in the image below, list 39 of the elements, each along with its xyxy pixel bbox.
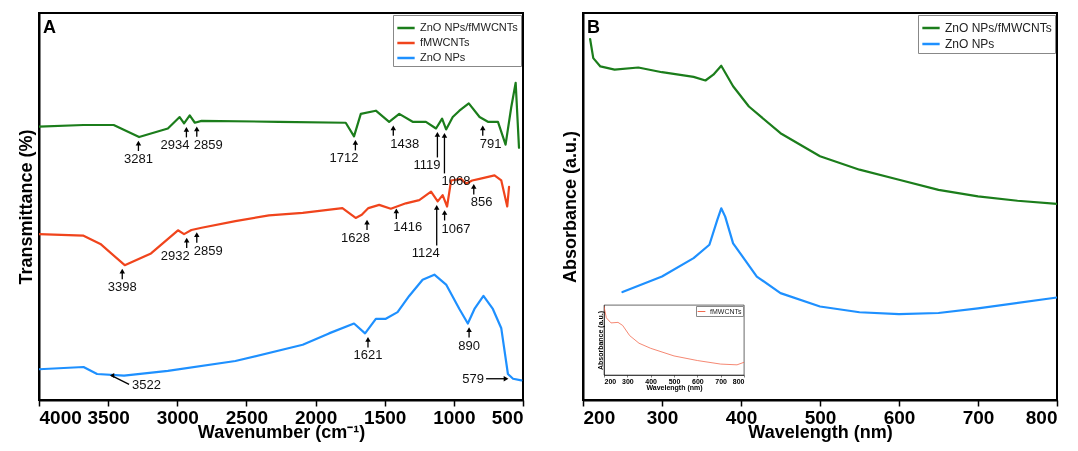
annotation: 2934: [160, 137, 190, 153]
annotation: 890: [458, 337, 480, 353]
annotation: 2932: [160, 248, 190, 264]
y-axis-title: Absorbance (a.u.): [559, 130, 580, 284]
chart-title: B: [587, 17, 600, 37]
x-tick-label: 800: [1025, 406, 1058, 428]
legend-label: ZnO NPs: [945, 37, 995, 51]
x-tick-label: 3000: [156, 406, 199, 428]
x-tick-label: 300: [646, 406, 679, 428]
legend-label: ZnO NPs/fMWCNTs: [420, 21, 519, 33]
annotation: 1124: [411, 245, 440, 261]
x-tick-label: 1000: [433, 406, 476, 428]
chart-title: A: [43, 17, 56, 37]
x-tick-label: 500: [491, 406, 524, 428]
legend-label: ZnO NPs: [420, 51, 466, 63]
annotation: 856: [470, 194, 493, 210]
annotation: 2859: [193, 136, 223, 152]
x-tick-label: 200: [583, 406, 616, 428]
legend-label: ZnO NPs/fMWCNTs: [945, 21, 1052, 35]
x-tick-label: 700: [962, 406, 995, 428]
annotation: 1416: [393, 218, 423, 234]
annotation: 1119: [413, 157, 441, 173]
annotation: 3281: [123, 151, 153, 167]
x-tick-label: 2500: [225, 406, 269, 428]
annotation: 1067: [441, 220, 471, 236]
legend-label: fMWCNTs: [420, 36, 470, 48]
x-tick-label: 4000: [39, 406, 82, 428]
annotation: 2859: [193, 242, 223, 258]
annotation: 1712: [329, 150, 359, 166]
annotation: 1438: [390, 135, 420, 151]
annotation: 791: [479, 135, 502, 151]
annotation: 1621: [353, 347, 383, 363]
x-tick-label: 1500: [364, 406, 407, 428]
annotation: 1628: [341, 230, 371, 246]
annotation: 3522: [132, 377, 162, 393]
annotation: 3398: [107, 279, 137, 295]
y-axis-title: Transmittance (%): [15, 129, 36, 285]
annotation: 579: [462, 370, 485, 386]
x-tick-label: 3500: [87, 406, 130, 428]
